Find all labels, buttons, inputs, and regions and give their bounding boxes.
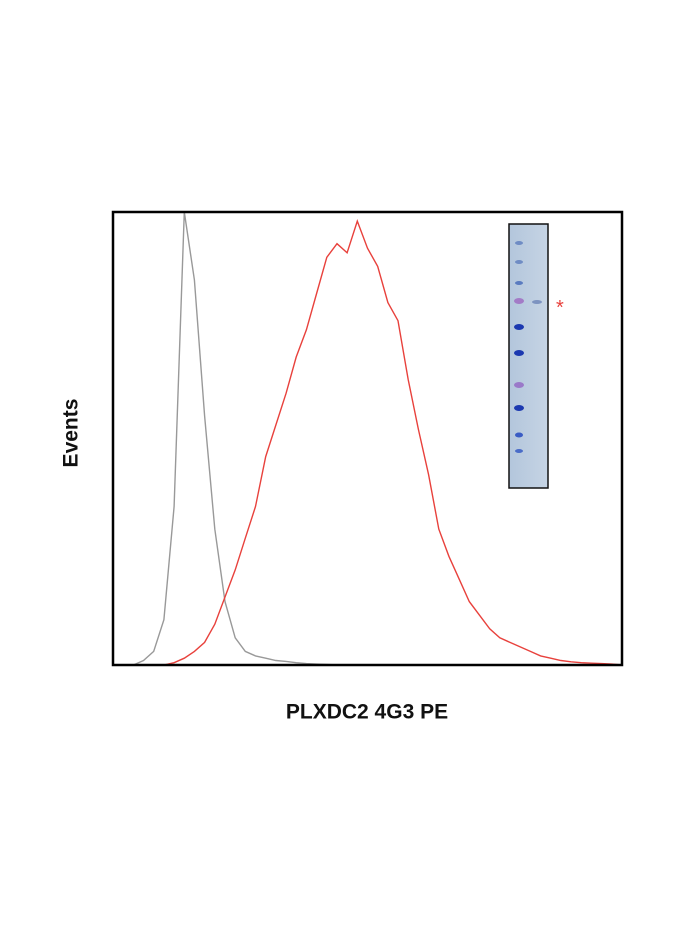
plot-frame bbox=[111, 210, 624, 667]
western-blot-inset bbox=[508, 223, 549, 489]
histogram-line bbox=[133, 218, 623, 666]
y-axis-label: Events bbox=[60, 399, 83, 468]
inset-marker: * bbox=[556, 297, 564, 319]
x-axis-label: PLXDC2 4G3 PE bbox=[286, 701, 448, 724]
